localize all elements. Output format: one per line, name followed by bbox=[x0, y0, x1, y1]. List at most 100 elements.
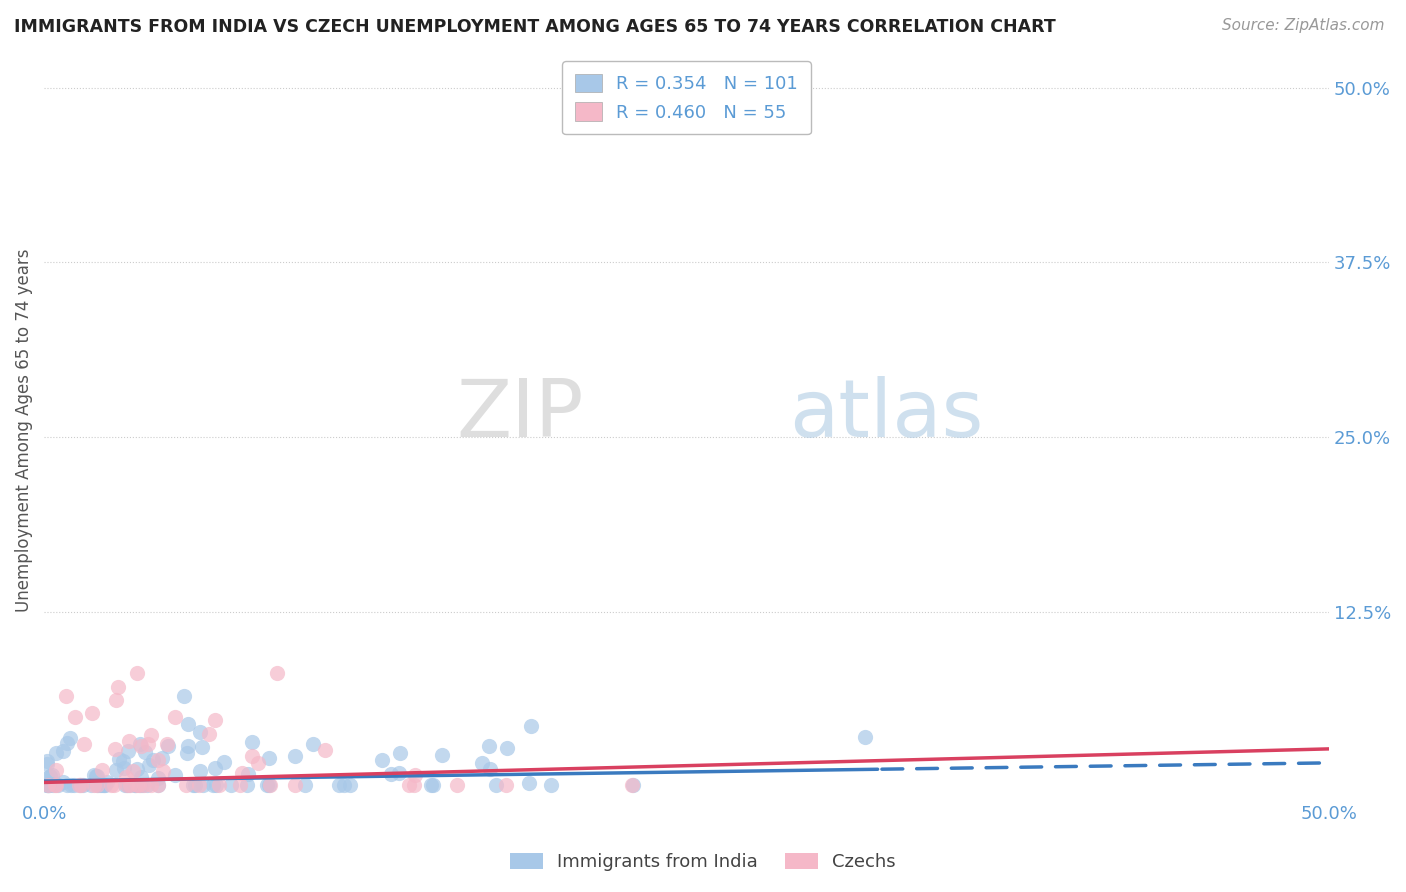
Point bbox=[37, 755, 59, 769]
Point bbox=[471, 756, 494, 770]
Point bbox=[402, 778, 425, 792]
Point bbox=[208, 778, 231, 792]
Point bbox=[236, 778, 259, 792]
Point bbox=[495, 778, 517, 792]
Point bbox=[141, 727, 163, 741]
Point bbox=[131, 739, 153, 753]
Point bbox=[152, 764, 174, 779]
Point bbox=[404, 768, 426, 782]
Point bbox=[69, 778, 91, 792]
Point bbox=[284, 749, 307, 764]
Point bbox=[38, 778, 60, 792]
Point bbox=[621, 778, 644, 792]
Point bbox=[44, 778, 66, 792]
Point bbox=[86, 778, 108, 792]
Point bbox=[55, 736, 77, 750]
Point bbox=[259, 778, 281, 792]
Point bbox=[86, 769, 108, 783]
Point bbox=[485, 778, 508, 792]
Point bbox=[148, 778, 170, 792]
Point bbox=[176, 739, 198, 754]
Point bbox=[38, 778, 60, 792]
Point bbox=[188, 778, 211, 792]
Point bbox=[478, 739, 501, 754]
Point bbox=[139, 778, 162, 792]
Point bbox=[371, 753, 394, 767]
Point bbox=[284, 778, 307, 792]
Point bbox=[165, 710, 187, 724]
Point bbox=[128, 778, 150, 792]
Point bbox=[621, 778, 644, 792]
Point bbox=[117, 744, 139, 758]
Point bbox=[84, 769, 107, 783]
Point bbox=[165, 767, 187, 781]
Point bbox=[45, 763, 67, 777]
Point bbox=[294, 778, 316, 792]
Point bbox=[56, 778, 79, 792]
Point bbox=[142, 753, 165, 767]
Point bbox=[118, 778, 141, 792]
Point bbox=[420, 778, 443, 792]
Point bbox=[496, 740, 519, 755]
Point bbox=[125, 665, 148, 680]
Point bbox=[201, 778, 224, 792]
Point bbox=[118, 734, 141, 748]
Point bbox=[229, 778, 252, 792]
Point bbox=[112, 761, 135, 775]
Point bbox=[128, 778, 150, 792]
Point bbox=[136, 738, 159, 752]
Point bbox=[93, 778, 115, 792]
Point bbox=[52, 744, 75, 758]
Point bbox=[115, 778, 138, 792]
Text: atlas: atlas bbox=[789, 376, 984, 454]
Point bbox=[35, 771, 58, 785]
Point bbox=[35, 756, 58, 771]
Point bbox=[380, 767, 402, 781]
Point bbox=[63, 710, 86, 724]
Point bbox=[55, 689, 77, 703]
Point bbox=[124, 778, 146, 792]
Point bbox=[177, 716, 200, 731]
Point bbox=[853, 730, 876, 744]
Point bbox=[125, 778, 148, 792]
Point bbox=[398, 778, 420, 792]
Point bbox=[204, 761, 226, 775]
Point bbox=[37, 778, 59, 792]
Point bbox=[60, 778, 83, 792]
Point bbox=[129, 737, 152, 751]
Point bbox=[35, 778, 58, 792]
Point bbox=[83, 767, 105, 781]
Point bbox=[131, 778, 153, 792]
Point bbox=[236, 766, 259, 780]
Point bbox=[333, 778, 356, 792]
Point bbox=[45, 778, 67, 792]
Point bbox=[108, 751, 131, 765]
Point bbox=[90, 778, 112, 792]
Point bbox=[256, 778, 278, 792]
Point bbox=[100, 778, 122, 792]
Point bbox=[105, 764, 128, 778]
Point bbox=[80, 778, 103, 792]
Point bbox=[86, 778, 108, 792]
Point bbox=[191, 778, 214, 792]
Y-axis label: Unemployment Among Ages 65 to 74 years: Unemployment Among Ages 65 to 74 years bbox=[15, 248, 32, 612]
Point bbox=[146, 778, 169, 792]
Point bbox=[301, 738, 323, 752]
Point bbox=[219, 778, 242, 792]
Point bbox=[70, 778, 93, 792]
Point bbox=[35, 778, 58, 792]
Text: IMMIGRANTS FROM INDIA VS CZECH UNEMPLOYMENT AMONG AGES 65 TO 74 YEARS CORRELATIO: IMMIGRANTS FROM INDIA VS CZECH UNEMPLOYM… bbox=[14, 18, 1056, 36]
Point bbox=[125, 762, 148, 776]
Point bbox=[135, 778, 157, 792]
Text: Source: ZipAtlas.com: Source: ZipAtlas.com bbox=[1222, 18, 1385, 33]
Point bbox=[204, 713, 226, 727]
Point bbox=[52, 774, 75, 789]
Point bbox=[257, 751, 280, 765]
Point bbox=[41, 768, 63, 782]
Point bbox=[339, 778, 361, 792]
Point bbox=[134, 745, 156, 759]
Text: ZIP: ZIP bbox=[457, 376, 583, 454]
Point bbox=[190, 764, 212, 778]
Point bbox=[45, 746, 67, 760]
Point bbox=[517, 776, 540, 790]
